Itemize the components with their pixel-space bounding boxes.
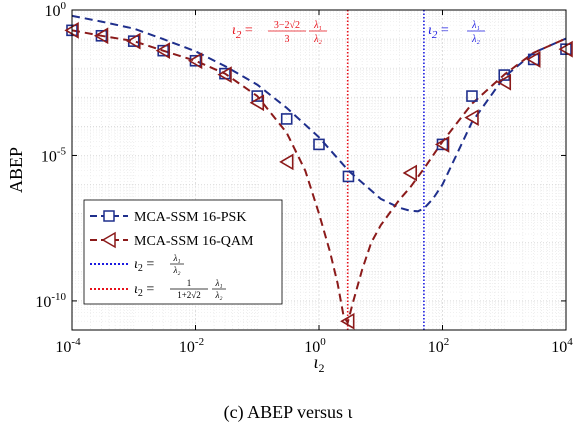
figure-caption: (c) ABEP versus ι: [223, 402, 353, 422]
legend-label-qam: MCA-SSM 16-QAM: [134, 234, 254, 249]
svg-text:3−2√2: 3−2√2: [274, 20, 300, 31]
x-axis-label: ι2: [313, 352, 324, 375]
x-tick-label: 102: [428, 336, 450, 356]
legend-item-qam: MCA-SSM 16-QAM: [90, 231, 254, 249]
svg-text:3: 3: [285, 34, 290, 45]
marker-psk: [342, 170, 355, 183]
svg-text:λ₁: λ₁: [471, 20, 480, 31]
y-ticks: 100 10-5 10-10: [35, 0, 566, 311]
marker-qam: [279, 153, 294, 171]
y-axis-label: ABEP: [6, 147, 26, 193]
y-tick-label: 100: [45, 0, 67, 20]
vline-label-blue: ι2 = λ₁ λ₂: [428, 20, 485, 45]
svg-text:ι2 =: ι2 =: [428, 23, 449, 41]
y-tick-label: 10-10: [35, 291, 66, 311]
x-ticks: 10-4 10-2 100 102 104: [55, 10, 573, 356]
marker-qam: [402, 164, 418, 182]
x-tick-label: 104: [551, 336, 573, 356]
vertical-lines: [346, 10, 425, 330]
svg-text:λ₂: λ₂: [471, 34, 480, 45]
abep-chart: 10-4 10-2 100 102 104 100 10-5 10-10 ι2 = 3−2√…: [6, 0, 573, 375]
series-curve-psk: [72, 14, 566, 213]
marker-qam: [217, 66, 232, 84]
svg-text:λ₂: λ₂: [214, 290, 222, 300]
y-tick-label: 10-5: [41, 145, 67, 165]
svg-text:λ₂: λ₂: [313, 34, 322, 45]
marker-qam: [93, 27, 109, 45]
marker-qam: [187, 52, 203, 70]
x-tick-label: 10-4: [55, 336, 81, 356]
marker-qam: [249, 94, 265, 112]
marker-qam: [434, 136, 450, 153]
series-curves: [72, 14, 566, 326]
svg-text:λ₁: λ₁: [313, 20, 322, 31]
x-tick-label: 100: [304, 336, 326, 356]
marker-qam: [526, 51, 541, 68]
grid: [72, 10, 566, 330]
legend-label-psk: MCA-SSM 16-PSK: [134, 210, 246, 225]
vline-label-red: ι2 = 3−2√2 3 λ₁ λ₂: [232, 20, 327, 45]
svg-text:λ₁: λ₁: [172, 253, 180, 263]
legend-box: [83, 199, 283, 305]
svg-text:ι2 =: ι2 =: [134, 282, 154, 299]
legend-item-psk: MCA-SSM 16-PSK: [90, 210, 246, 225]
marker-psk: [313, 138, 325, 151]
x-tick-label: 10-2: [179, 336, 204, 356]
marker-qam: [496, 73, 512, 91]
marker-qam: [464, 109, 479, 126]
svg-text:ι2 =: ι2 =: [232, 23, 253, 41]
marker-psk: [466, 90, 478, 102]
series-curve-qam: [72, 29, 566, 326]
svg-text:λ₁: λ₁: [214, 278, 222, 288]
marker-qam: [340, 312, 355, 330]
svg-text:1: 1: [187, 278, 192, 288]
marker-qam: [155, 42, 171, 60]
svg-text:λ₂: λ₂: [172, 265, 180, 275]
svg-text:1+2√2: 1+2√2: [177, 290, 201, 300]
marker-psk: [280, 113, 293, 125]
legend: MCA-SSM 16-PSK MCA-SSM 16-QAM ι2 = λ₁ λ₂…: [83, 199, 283, 305]
marker-qam: [126, 32, 141, 50]
svg-text:ι2 =: ι2 =: [134, 257, 154, 274]
